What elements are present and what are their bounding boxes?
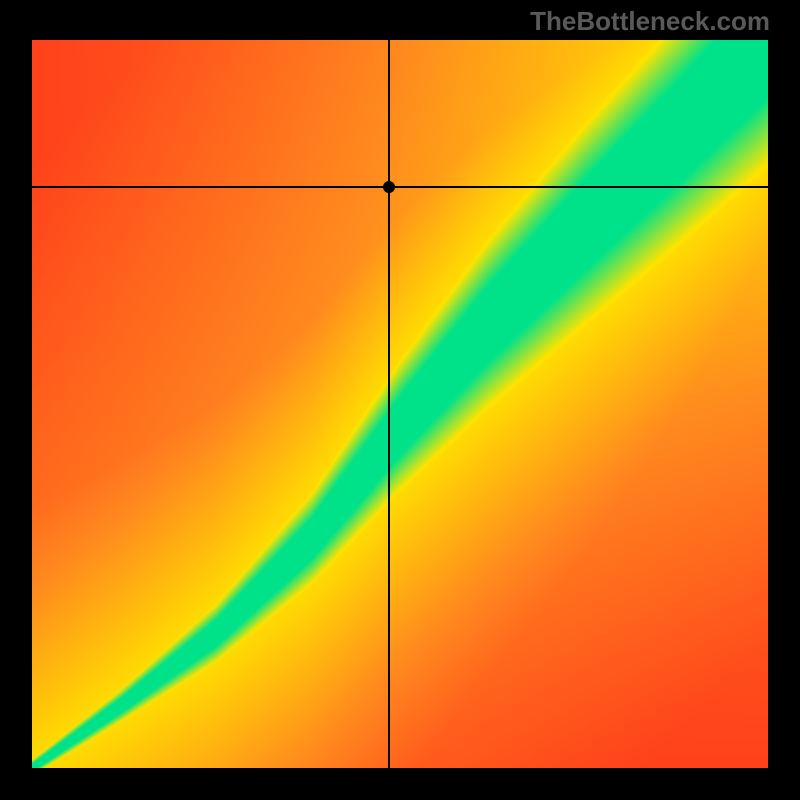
- watermark-text: TheBottleneck.com: [530, 6, 770, 37]
- crosshair-point: [383, 181, 395, 193]
- heatmap-plot: [32, 40, 768, 768]
- crosshair-horizontal: [32, 186, 768, 188]
- heatmap-canvas: [32, 40, 768, 768]
- crosshair-vertical: [388, 40, 390, 768]
